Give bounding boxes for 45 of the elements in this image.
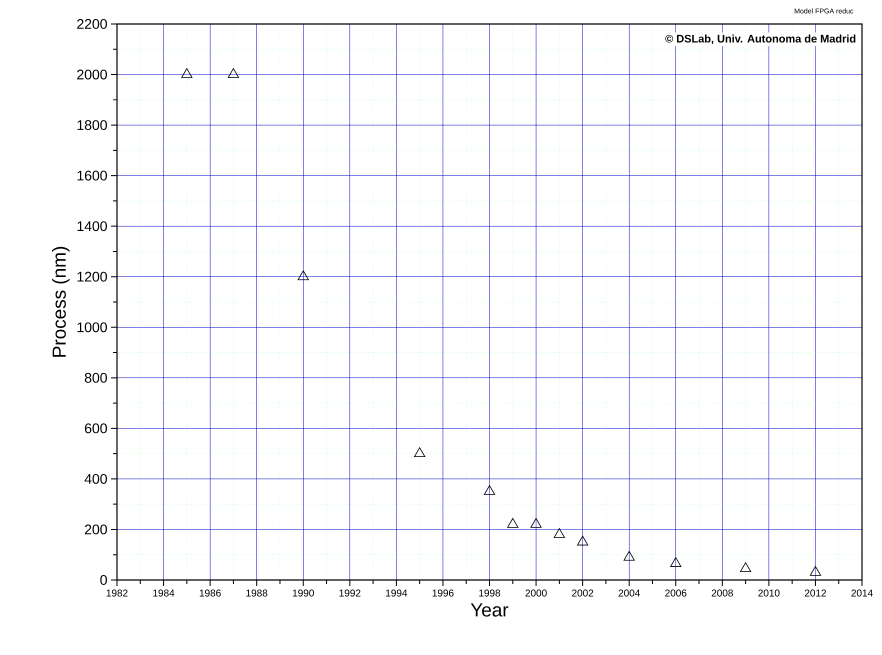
- point: [740, 562, 752, 572]
- point: [624, 550, 635, 561]
- x-tick-label: 2002: [572, 590, 594, 597]
- x-tick-label: 1998: [479, 590, 500, 597]
- y-tick-label: 1400: [78, 221, 107, 232]
- x-tick-label: 2008: [712, 590, 733, 597]
- x-tick-label: 1992: [340, 590, 360, 597]
- y-tick-label: 0: [100, 575, 107, 585]
- x-tick-label: 2014: [851, 590, 873, 597]
- point: [577, 536, 588, 546]
- y-tick-label: 800: [84, 372, 107, 383]
- point: [484, 485, 496, 495]
- y-axis-title: Process (nm): [52, 246, 70, 357]
- x-tick-label: 2010: [758, 590, 780, 597]
- x-tick-label: 2006: [665, 590, 686, 597]
- x-tick-label: 2000: [525, 590, 547, 597]
- y-tick-label: 1800: [78, 120, 107, 130]
- y-tick-label: 1200: [78, 272, 107, 282]
- point: [507, 518, 518, 528]
- x-tick-label: 1994: [386, 590, 408, 597]
- y-tick-label: 600: [84, 423, 107, 434]
- point: [414, 447, 426, 458]
- x-tick-label: 1988: [246, 590, 268, 597]
- point: [670, 557, 682, 567]
- point: [554, 528, 565, 538]
- x-tick-label: 1986: [200, 590, 221, 597]
- y-tick-label: 1000: [78, 322, 107, 332]
- x-tick-label: 1996: [432, 590, 454, 597]
- point: [810, 566, 822, 576]
- x-tick-label: 1990: [292, 590, 314, 597]
- y-tick-label: 2000: [77, 70, 107, 80]
- x-tick-label: 2012: [804, 590, 826, 597]
- point: [530, 518, 542, 528]
- x-axis-title: Year: [470, 603, 508, 617]
- x-tick-label: 2004: [618, 590, 640, 597]
- y-tick-label: 200: [84, 524, 107, 534]
- y-tick-label: 2200: [77, 19, 107, 29]
- point: [181, 68, 192, 78]
- x-tick-label: 1984: [153, 590, 174, 597]
- annotation: © DSLab, Univ. Autonoma de Madrid: [665, 34, 856, 44]
- point: [228, 68, 239, 78]
- y-tick-label: 400: [84, 474, 107, 484]
- point: [298, 270, 309, 280]
- x-tick-label: 1982: [106, 590, 128, 597]
- y-tick-label: 1600: [78, 170, 107, 181]
